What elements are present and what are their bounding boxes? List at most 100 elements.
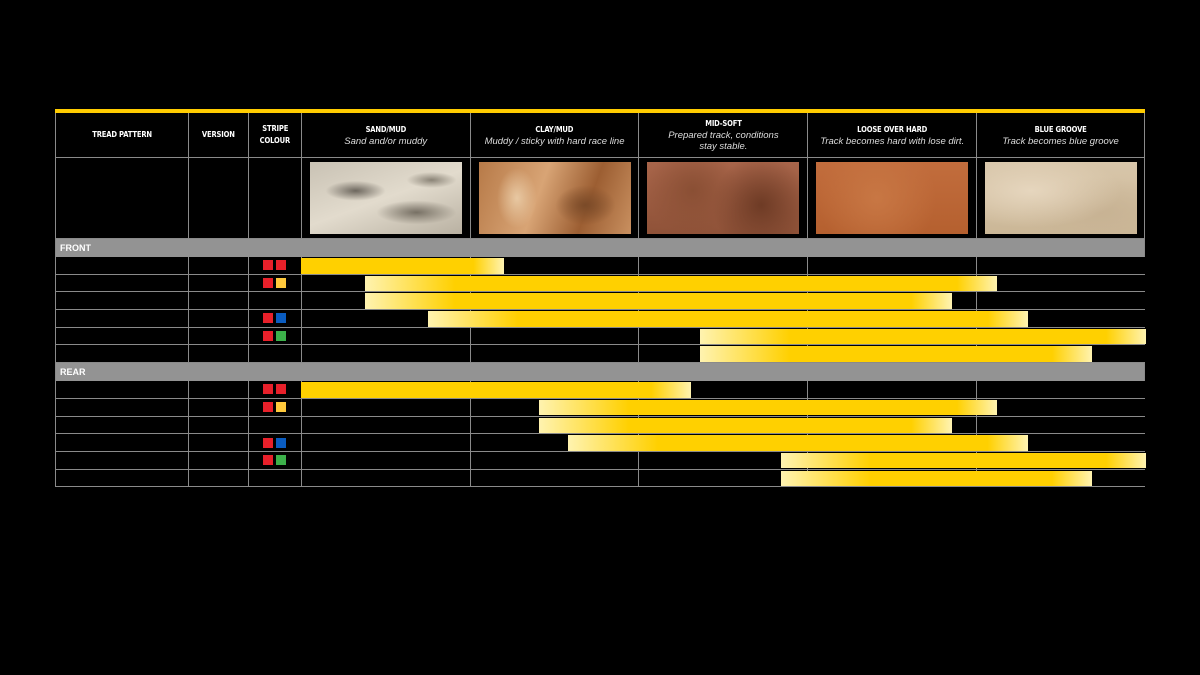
tread-pattern-cell bbox=[55, 327, 188, 345]
loose-over-hard-image bbox=[816, 162, 969, 234]
cond-subtitle: Muddy / sticky with hard race line bbox=[484, 135, 625, 147]
version-cell bbox=[187, 416, 248, 434]
condition-cell bbox=[638, 451, 807, 469]
version-cell bbox=[187, 274, 248, 292]
cond-subtitle: Track becomes hard with lose dirt. bbox=[820, 135, 965, 147]
table-row bbox=[55, 434, 1145, 452]
red-stripe-swatch bbox=[263, 384, 274, 395]
image-cell bbox=[807, 158, 976, 238]
tread-chart-table: TREAD PATTERN VERSION STRIPE COLOUR SAND/… bbox=[55, 113, 1146, 488]
table-row bbox=[55, 398, 1145, 417]
condition-cell bbox=[976, 257, 1145, 274]
condition-cell bbox=[638, 257, 807, 274]
green-stripe-swatch bbox=[276, 331, 287, 342]
blue-stripe-swatch bbox=[276, 437, 287, 448]
image-cell bbox=[976, 158, 1145, 238]
stripe-header: STRIPE bbox=[261, 124, 288, 133]
stripe-colour-cell bbox=[247, 345, 301, 363]
table-row bbox=[55, 381, 1145, 399]
stripe-colour-cell bbox=[247, 327, 301, 345]
tread-pattern-cell bbox=[55, 274, 188, 292]
cond-header: CLAY/MUD Muddy / sticky with hard race li… bbox=[469, 113, 639, 157]
suitability-bar bbox=[301, 382, 692, 398]
condition-cell bbox=[300, 416, 470, 434]
condition-cell bbox=[807, 381, 976, 398]
cond-header: MID-SOFT Prepared track, conditions stay s… bbox=[638, 113, 807, 157]
tread-pattern-cell bbox=[55, 398, 188, 416]
condition-cell bbox=[300, 310, 470, 327]
version-header: VERSION bbox=[201, 130, 235, 139]
section-header-rear: REAR bbox=[55, 363, 1145, 382]
table-row bbox=[55, 257, 1145, 275]
empty-cell bbox=[55, 158, 188, 238]
condition-cell bbox=[469, 451, 639, 469]
red-stripe-swatch bbox=[263, 331, 274, 342]
suitability-bar bbox=[699, 346, 1092, 362]
condition-cell bbox=[469, 345, 639, 363]
colour-header: COLOUR bbox=[259, 136, 291, 145]
version-cell bbox=[187, 310, 248, 327]
suitability-bar bbox=[780, 452, 1146, 469]
tread-pattern-cell bbox=[55, 381, 188, 398]
cond-title: LOOSE OVER HARD bbox=[857, 124, 928, 134]
condition-cell bbox=[469, 469, 639, 487]
condition-cell bbox=[300, 398, 470, 416]
condition-cell bbox=[300, 327, 470, 345]
suitability-bar bbox=[427, 311, 1028, 327]
table-row bbox=[55, 469, 1145, 488]
stripe-colour-cell bbox=[247, 274, 301, 292]
tread-pattern-cell bbox=[55, 292, 188, 310]
stripe-colour-cell bbox=[247, 257, 301, 274]
cond-subtitle: Track becomes blue groove bbox=[1002, 135, 1119, 147]
condition-cell bbox=[300, 274, 470, 292]
version-cell bbox=[187, 434, 248, 451]
condition-cell bbox=[638, 345, 807, 363]
table-row bbox=[55, 274, 1145, 293]
stripe-colour-cell bbox=[247, 310, 301, 327]
cond-subtitle: Sand and/or muddy bbox=[344, 135, 428, 147]
col-version: VERSION bbox=[187, 113, 248, 157]
image-cell bbox=[300, 158, 470, 238]
stripe-colour-cell bbox=[247, 381, 301, 398]
col-stripe: STRIPE COLOUR bbox=[247, 113, 301, 157]
clay-image bbox=[478, 162, 631, 234]
sand-image bbox=[309, 162, 462, 234]
table-row bbox=[55, 327, 1146, 346]
suitability-bar bbox=[780, 470, 1092, 487]
condition-cell bbox=[638, 469, 807, 487]
stripe-swatches bbox=[263, 260, 287, 271]
tread-pattern-header: TREAD PATTERN bbox=[92, 130, 152, 139]
condition-cell bbox=[638, 327, 807, 345]
condition-cell bbox=[976, 416, 1145, 434]
header-row: TREAD PATTERN VERSION STRIPE COLOUR SAND/… bbox=[55, 113, 1145, 158]
condition-cell bbox=[469, 416, 639, 434]
stripe-swatches bbox=[263, 331, 287, 342]
image-cell bbox=[638, 158, 807, 238]
red-stripe-swatch bbox=[263, 455, 274, 466]
stripe-swatches bbox=[263, 278, 287, 289]
suitability-bar bbox=[539, 399, 998, 416]
cond-title: MID-SOFT bbox=[705, 119, 742, 128]
tread-pattern-cell bbox=[55, 257, 188, 274]
cond-title: BLUE GROOVE bbox=[1034, 124, 1087, 134]
condition-cell bbox=[300, 345, 470, 363]
suitability-bar bbox=[539, 417, 952, 433]
condition-cell bbox=[469, 327, 639, 345]
condition-cell bbox=[300, 451, 470, 469]
condition-cell bbox=[976, 292, 1145, 310]
table-row bbox=[55, 292, 1145, 311]
accent-bar bbox=[55, 109, 1145, 113]
suitability-bar bbox=[365, 293, 952, 309]
stripe-swatches bbox=[263, 384, 287, 395]
table-row bbox=[55, 451, 1146, 470]
stripe-colour-cell bbox=[247, 451, 301, 469]
image-row bbox=[55, 158, 1145, 239]
condition-cell bbox=[300, 469, 470, 487]
stripe-swatches bbox=[263, 437, 287, 448]
version-cell bbox=[187, 257, 248, 274]
condition-cell bbox=[300, 292, 470, 310]
condition-cell bbox=[976, 274, 1145, 292]
condition-cell bbox=[469, 434, 639, 451]
stripe-colour-cell bbox=[247, 398, 301, 416]
tread-pattern-cell bbox=[55, 345, 188, 363]
